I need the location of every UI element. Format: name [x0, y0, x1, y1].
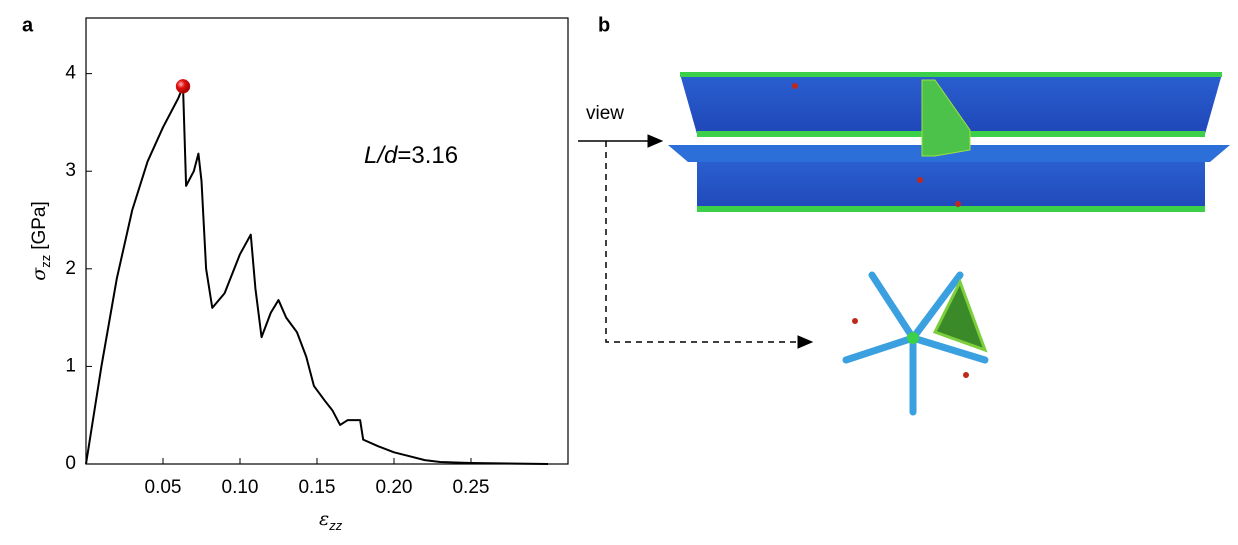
y-label-unit: [GPa]: [29, 201, 50, 250]
atomistic-side-view: [668, 72, 1230, 212]
x-tick-label: 0.15: [298, 477, 335, 498]
atomistic-top-view: [842, 271, 989, 416]
y-tick-label: 2: [65, 258, 76, 279]
y-tick-label: 1: [65, 355, 76, 376]
x-tick-label: 0.05: [145, 477, 182, 498]
view-label: view: [586, 103, 624, 124]
x-tick-label: 0.25: [452, 477, 489, 498]
y-tick-label: 0: [65, 453, 76, 474]
annotation-text: =3.16: [397, 142, 458, 169]
annotation: L/d=3.16: [364, 142, 458, 169]
y-label-sub: zz: [38, 255, 53, 268]
symbol: ε: [319, 508, 329, 530]
panel-label: b: [598, 14, 610, 36]
x-tick-label: 0.20: [375, 477, 412, 498]
subscript: zz: [328, 518, 343, 533]
x-axis-label: εzz: [319, 508, 343, 533]
x-tick-label: 0.10: [222, 477, 259, 498]
highlight-point: [175, 79, 191, 94]
y-tick-label: 4: [65, 63, 76, 84]
y-label-symbol: σ: [28, 267, 50, 281]
y-axis-label: σzz [GPa]: [28, 201, 53, 281]
data-line: [85, 85, 548, 465]
annotation-italic: L/d: [364, 142, 398, 169]
plot-frame: [85, 17, 569, 465]
panel-label: a: [22, 14, 34, 36]
arrows: [578, 134, 814, 349]
y-tick-label: 3: [65, 160, 76, 181]
